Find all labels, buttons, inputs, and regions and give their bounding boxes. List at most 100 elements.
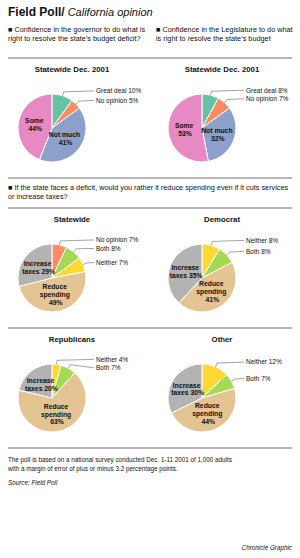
data-label: Increase taxes 20%: [25, 377, 58, 392]
slices: [18, 244, 86, 312]
text-line: Not much: [49, 131, 82, 138]
text-line: taxes 29%: [22, 268, 55, 275]
data-label: Some 53%: [175, 122, 195, 137]
leader-line: [63, 91, 94, 96]
text-line: 63%: [50, 418, 64, 425]
leader-line: [68, 365, 94, 369]
text-line: 41%: [59, 139, 73, 146]
separator: [8, 208, 292, 209]
text-line: ■ If the state faces a deficit, would yo…: [8, 183, 290, 192]
pie-slice: [18, 94, 52, 160]
pie-title: Statewide Dec. 2001: [185, 65, 260, 74]
data-label: Neither 12%: [246, 358, 282, 365]
text-line: The poll is based on a national survey c…: [8, 456, 232, 464]
separator: [8, 58, 292, 59]
source: Source: Field Poll: [8, 479, 58, 486]
pie-title: Statewide Dec. 2001: [35, 65, 110, 74]
leader-line: [210, 90, 244, 95]
pie-title: Other: [212, 335, 233, 344]
leader-line: [59, 240, 94, 245]
text-line: Reduce: [199, 280, 225, 287]
footnote: The poll is based on a national survey c…: [8, 456, 232, 464]
credit: Chronicle Graphic: [242, 544, 293, 552]
data-label: Neither 4%: [96, 356, 128, 363]
subtitle: California opinion: [68, 6, 153, 18]
data-label: Not much 41%: [49, 131, 82, 146]
text-line: Source: Field Poll: [8, 479, 58, 486]
pie-chart: Reduce spending 63% Increase taxes 20% Nei…: [18, 356, 128, 432]
pie-slice: [18, 373, 86, 432]
text-line: Chronicle Graphic: [242, 544, 293, 552]
data-label: Some 44%: [25, 117, 45, 132]
text-line: taxes 30%: [171, 389, 204, 396]
separator: [8, 178, 292, 179]
pie-chart: Not much 32% Some 53% Great deal 8%No opin…: [168, 87, 288, 162]
pie-chart: Reduce spending 41%Increase taxes 35%Nei…: [168, 237, 278, 312]
text-line: Increase: [171, 264, 200, 271]
data-label: Increase taxes 35%: [170, 264, 203, 279]
text-line: Not much: [201, 127, 234, 134]
slices: [18, 364, 86, 432]
text-line: is right to resolve the state’s budget: [156, 34, 271, 43]
leader-line: [227, 251, 244, 254]
pie-chart: Reduce spending 49% Increase taxes 29% No …: [18, 236, 138, 312]
data-label: Both 8%: [96, 245, 121, 252]
slices: [168, 364, 236, 432]
text-line: 44%: [28, 125, 42, 132]
slices: [168, 244, 236, 312]
leader-line: [231, 379, 244, 382]
leader-line: [57, 359, 94, 364]
data-label: Great deal 10%: [96, 87, 141, 94]
leader-line: [83, 263, 94, 265]
data-label: Reduce spending 49%: [40, 283, 72, 306]
question: ■ Confidence in the Legislature to do wh…: [156, 25, 295, 43]
text-line: spending: [196, 288, 228, 296]
pie-slice: [171, 388, 236, 432]
leader-line: [76, 100, 94, 104]
pie-title: Statewide: [54, 215, 91, 224]
data-label: Increase taxes 30%: [171, 381, 204, 396]
text-line: taxes 20%: [25, 385, 58, 392]
data-label: Neither 7%: [96, 259, 128, 266]
pie-chart: Not much 41%Some 44%Great deal 10%No opi…: [18, 87, 141, 162]
leader-line: [211, 240, 244, 245]
separator: [8, 448, 292, 449]
text-line: ■ Confidence in the Legislature to do wh…: [156, 25, 295, 34]
data-label: Not much 32%: [201, 127, 234, 142]
text-line: Some: [175, 122, 195, 129]
footnote: with a margin of error of plus or minus …: [7, 465, 178, 473]
separator: [8, 328, 292, 329]
data-label: Neither 8%: [246, 237, 278, 244]
data-label: Increase taxes 29%: [22, 260, 55, 275]
leader-line: [224, 99, 244, 103]
text-line: 41%: [205, 296, 219, 303]
data-label: Great deal 8%: [246, 87, 288, 94]
infographic: Field Poll/California opinion■ Confidenc…: [0, 0, 300, 558]
data-label: Reduce spending 63%: [41, 403, 73, 426]
text-line: Reduce: [195, 402, 221, 409]
text-line: 53%: [178, 130, 192, 137]
slices: [168, 94, 236, 162]
pie-chart: Reduce spending 44% Increase taxes 30% Nei…: [168, 358, 282, 432]
data-label: Reduce spending 44%: [192, 402, 224, 425]
text-line: Reduce: [42, 283, 68, 290]
text-line: spending: [41, 411, 73, 419]
pie-title: Republicans: [49, 335, 96, 344]
text-line: spending: [40, 291, 72, 299]
leader-line: [74, 248, 94, 251]
data-label: Both 7%: [246, 375, 271, 382]
text-line: Reduce: [44, 403, 70, 410]
pie-title: Democrat: [204, 215, 240, 224]
data-label: Both 7%: [96, 364, 121, 371]
text-line: 44%: [201, 418, 215, 425]
text-line: taxes 35%: [170, 272, 203, 279]
data-label: No opinion 7%: [246, 95, 288, 103]
data-label: No opinion 7%: [96, 236, 138, 244]
text-line: or increase taxes?: [8, 192, 68, 201]
text-line: Increase: [173, 381, 202, 388]
text-line: Increase: [27, 377, 56, 384]
text-line: 49%: [49, 299, 63, 306]
title: Field Poll/: [8, 5, 65, 19]
question: ■ If the state faces a deficit, would yo…: [8, 183, 290, 201]
data-label: Reduce spending 41%: [196, 280, 228, 303]
